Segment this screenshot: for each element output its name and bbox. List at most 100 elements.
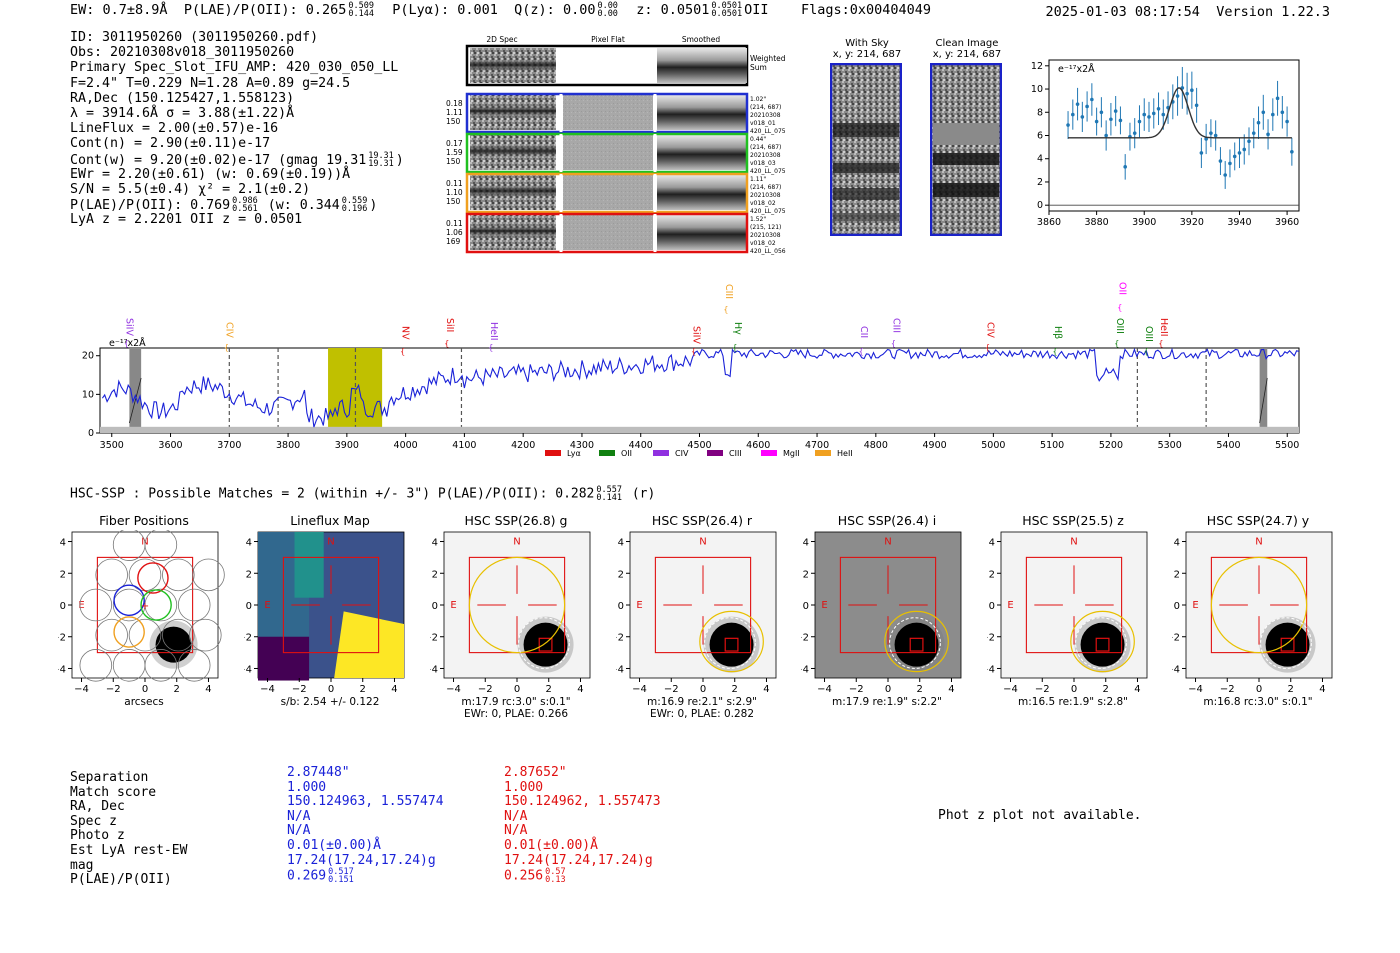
header-plya: P(Lyα): 0.001 [392,2,498,18]
full-xtick-label: 3800 [276,440,300,451]
full-plot-area [99,347,1300,434]
zoom-point [1194,103,1199,108]
zoom-point [1090,97,1094,102]
zoom-point [1266,132,1270,137]
cutout-row-meta: (214, 687) [750,104,781,111]
legend-swatch [545,450,561,456]
col-smoothed: Smoothed [682,35,721,44]
full-ytick-label: 0 [88,428,94,439]
hsc-panel: N E −4 −4 −2 −2 0 0 2 2 4 4 [616,531,777,695]
zoom-point [1109,117,1113,122]
legend-label: CIV [675,449,689,458]
fiber-circle [79,649,113,682]
zoom-point [1185,91,1189,96]
zoom-xtick-label: 3960 [1275,217,1299,228]
match-value: 1.000 [287,779,327,795]
line-label-brace: { [723,305,728,314]
hsc-catalog-ellipse [518,617,570,669]
match-plae: 0.256 0.57 0.13 [504,867,566,886]
cutout-row-meta: 1.11" [750,176,766,183]
line-label: CIV [984,322,995,338]
hsc-match-ellipse [468,556,566,654]
zoom-point [1175,94,1180,98]
cutout-row-meta: v018_01 [750,120,776,127]
line-label-brace: { [124,339,129,348]
hsc-ytick-label: 0 [246,601,252,612]
header-ew: EW: 0.7±8.9Å [70,2,168,18]
full-xtick-label: 3600 [158,440,182,451]
cutout-row-meta: (214, 687) [750,184,781,191]
hsc-ytick-label: 2 [618,569,624,580]
info-lambda: λ = 3914.6Å σ = 3.88(±1.22)Å [70,105,295,121]
line-label-brace: { [1158,339,1163,348]
zoom-point [1237,151,1242,155]
with-sky-stamp [830,63,902,236]
header-qz-range: 0.00 0.00 [597,1,618,19]
info-radec: RA,Dec (150.125427,1.558123) [70,90,295,106]
zoom-point [1218,159,1223,163]
hsc-ytick-label: 4 [246,538,252,549]
hsc-target-box [909,637,924,652]
zoom-point [1285,119,1289,124]
header-z-range: 0.0501 0.0501 [711,1,743,19]
header-plae: P(LAE)/P(OII): 0.265 [183,2,347,18]
weighted-sum-row: Weighted Sum [465,44,786,87]
fiber-circle [95,558,128,592]
clean-image-title: Clean Image x, y: 214, 687 [932,38,1002,60]
zoom-point [1209,131,1213,135]
zoom-point [1290,149,1294,154]
hsc-panel-title: Fiber Positions [99,513,189,528]
info-obs: Obs: 20210308v018_3011950260 [70,45,295,61]
info-ewr: EWr = 2.20(±0.61) (w: 0.69(±0.19))Å [70,166,351,182]
north-label: N [1070,537,1077,548]
legend-label: MgII [783,449,800,458]
zoom-point [1094,119,1099,124]
match-value: N/A [504,808,528,824]
legend-label: CIII [729,449,742,458]
full-xtick-label: 4900 [923,440,947,451]
zoom-ytick-label: 12 [1031,61,1043,72]
hsc-xtick-label: −2 [664,684,679,695]
zoom-ytick-label: 10 [1031,84,1043,95]
zoom-point [1113,109,1118,113]
clean-image-stamp [930,63,1002,236]
full-xtick-label: 5300 [1158,440,1182,451]
hsc-ytick-label: −2 [244,633,252,644]
hsc-xtick-label: −4 [446,684,461,695]
hsc-ytick-label: −4 [1172,664,1180,675]
match-column-2: 2.87652" 1.000 150.124962, 1.557473 N/A N/A 0… [504,765,661,886]
hsc-ytick-label: −4 [58,664,66,675]
cutout-row-meta: 20210308 [750,232,781,239]
zoom-ytick-label: 8 [1037,107,1043,118]
zoom-ytick-label: 6 [1037,131,1043,142]
hsc-ytick-label: −4 [616,664,624,675]
hsc-ytick-label: 0 [989,601,995,612]
hsc-xtick-label: 4 [205,684,211,695]
photz-message: Phot z plot not available. [938,808,1142,823]
match-label: mag [70,857,94,873]
line-label-brace: { [859,347,864,356]
fiber-highlight [113,616,145,648]
zoom-point [1213,133,1218,138]
hsc-panel-title: Lineflux Map [290,513,370,528]
zoom-point [1104,133,1108,138]
full-xtick-label: 4000 [394,440,418,451]
match-value: N/A [287,808,311,824]
header-qz: Q(z): 0.00 [514,2,596,18]
full-xtick-label: 5100 [1040,440,1064,451]
line-label-brace: { [891,339,896,348]
zoom-point [1071,112,1075,117]
hsc-panel-title: HSC SSP(26.4) i [837,513,937,528]
hsc-image [814,531,962,679]
fiber-highlight [140,589,172,621]
hsc-xtick-label: 0 [514,684,520,695]
zoom-xtick-label: 3940 [1227,217,1251,228]
hsc-ytick-label: 4 [989,538,995,549]
line-label: CII [858,326,869,338]
full-xtick-label: 5500 [1275,440,1299,451]
cutout-row-value: 150 [446,197,461,206]
full-bands [100,348,1299,433]
